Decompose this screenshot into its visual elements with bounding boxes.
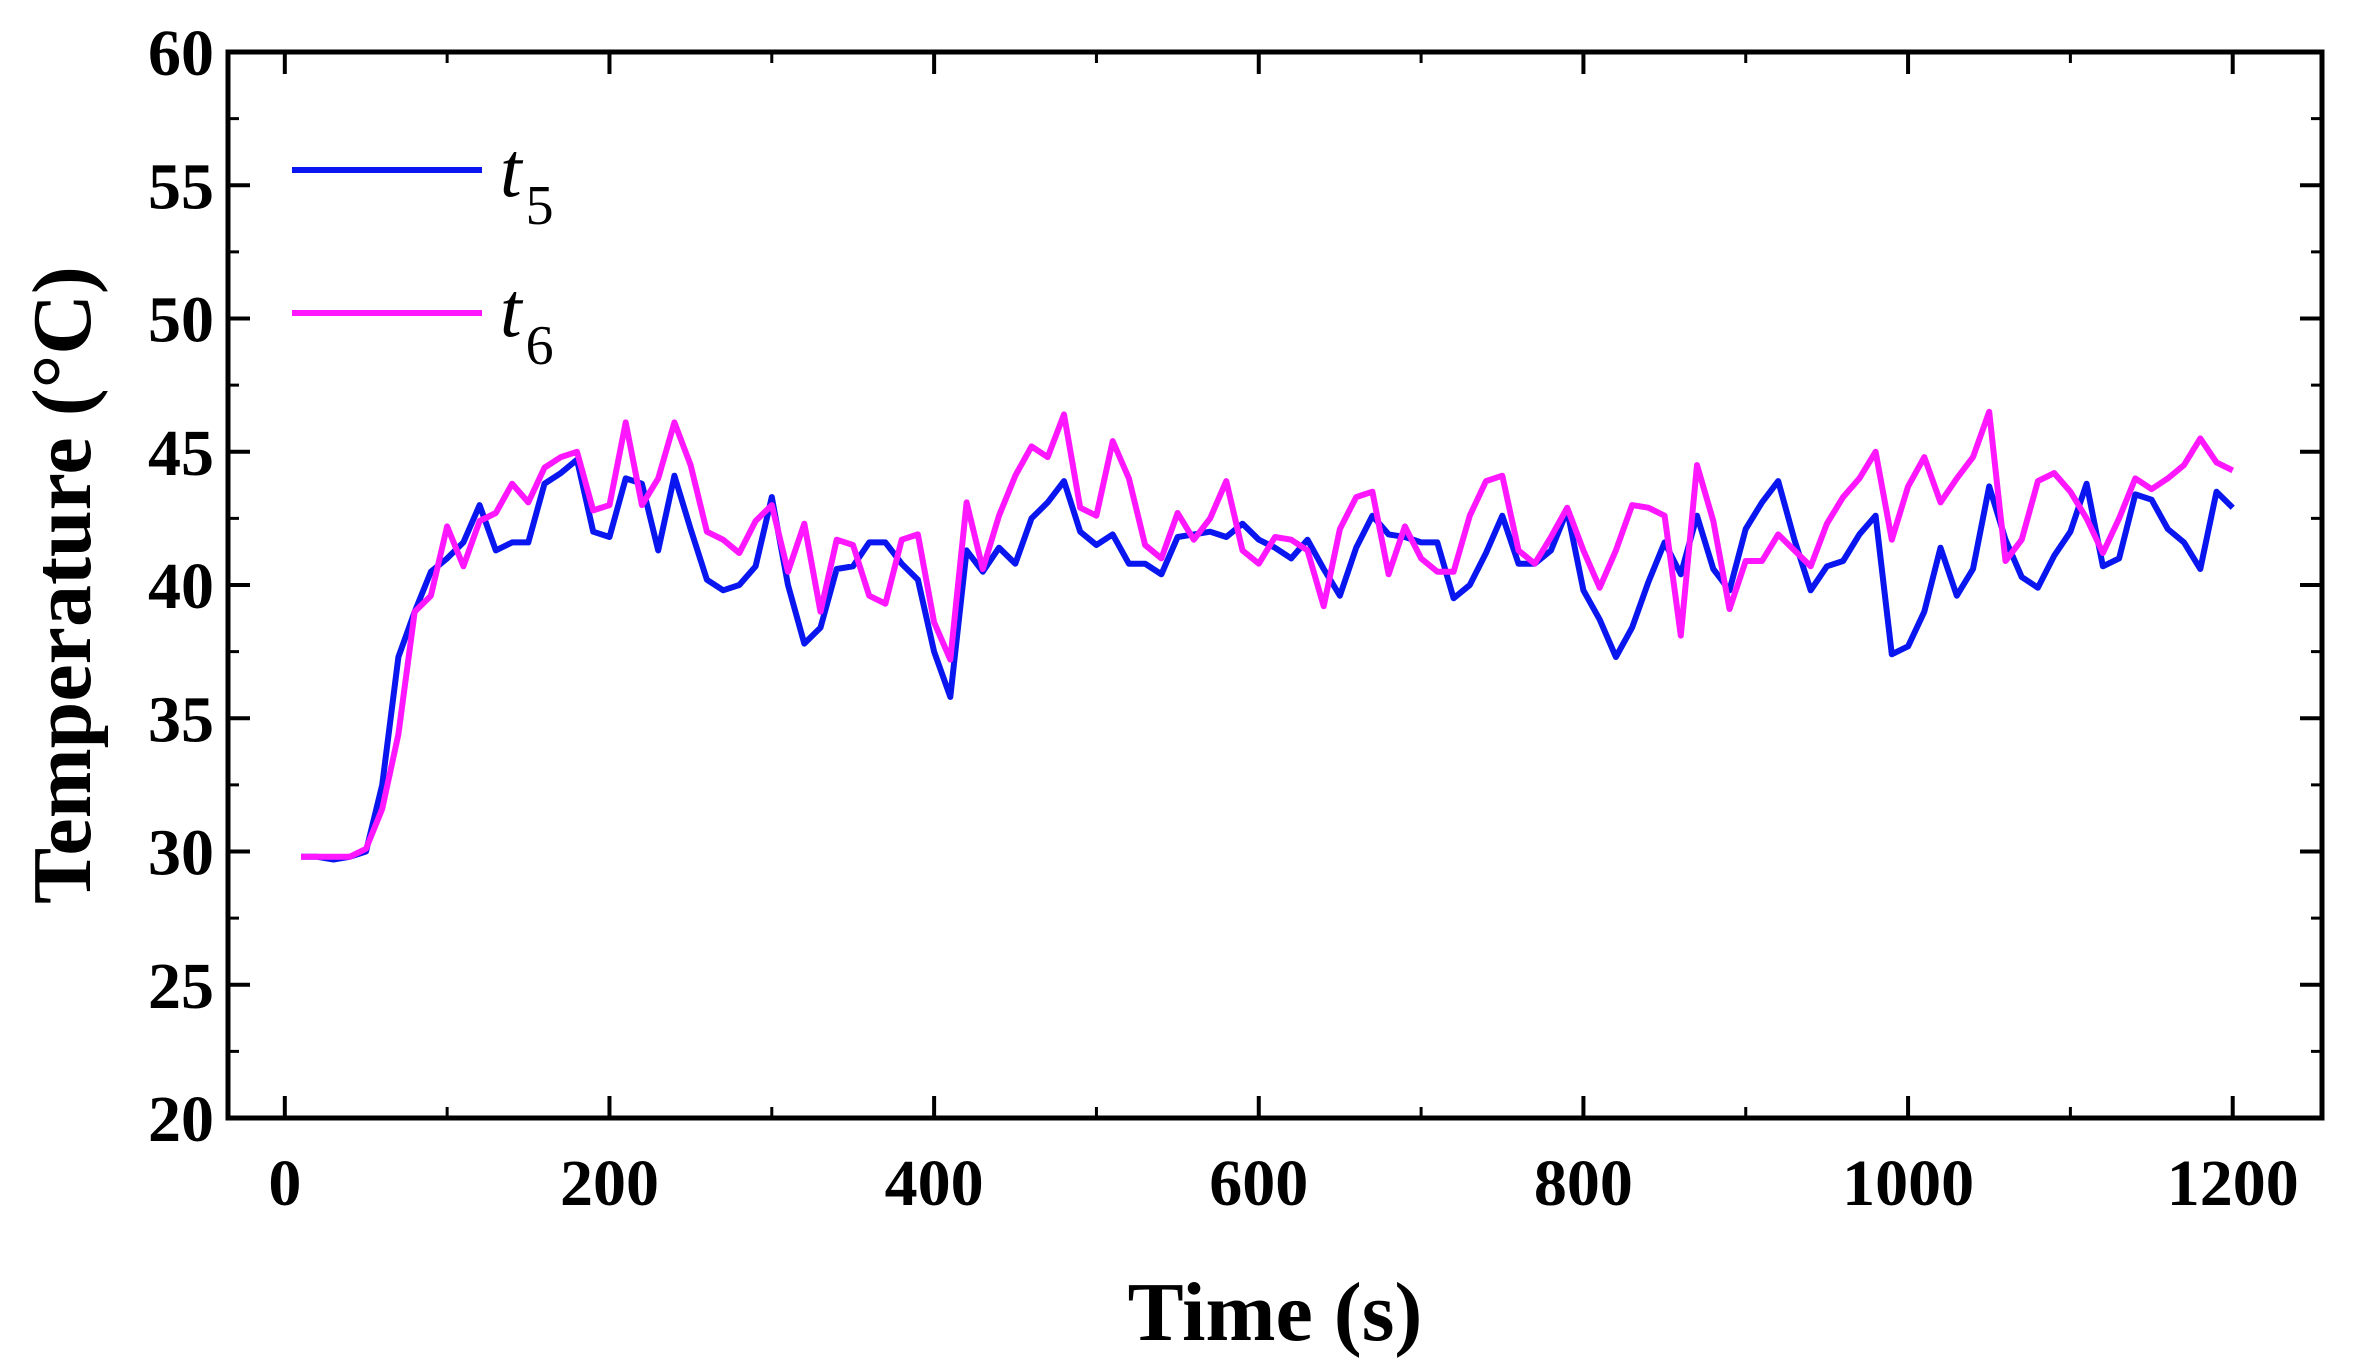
legend: t5 t6 [292, 126, 554, 377]
x-tick-label: 600 [1209, 1147, 1308, 1220]
y-tick-label: 30 [148, 817, 214, 890]
tick-labels-layer: 0 200 400 600 800 1000 1200 20 25 30 35 40 45 50 55 60 [148, 17, 2299, 1220]
y-tick-label: 60 [148, 17, 214, 90]
x-tick-label: 1200 [2167, 1147, 2299, 1220]
y-tick-label: 20 [148, 1083, 214, 1156]
series-layer [301, 408, 2235, 863]
legend-label-t6-sub: 6 [526, 315, 554, 377]
series-line-t6 [301, 408, 2235, 860]
y-tick-label: 45 [148, 417, 214, 490]
y-tick-label: 55 [148, 150, 214, 223]
legend-label-t5-main: t [500, 126, 524, 213]
x-axis-title: Time (s) [1128, 1266, 1423, 1359]
x-tick-label: 1000 [1842, 1147, 1974, 1220]
legend-label-t6: t6 [500, 266, 554, 377]
y-tick-label: 50 [148, 284, 214, 357]
series-line-t5 [301, 456, 2235, 863]
legend-label-t6-main: t [500, 266, 524, 353]
legend-label-t5: t5 [500, 126, 554, 237]
x-tick-label: 400 [885, 1147, 984, 1220]
y-tick-label: 40 [148, 550, 214, 623]
y-tick-label: 35 [148, 683, 214, 756]
x-tick-label: 0 [268, 1147, 301, 1220]
y-axis-title: Temperature (°C) [16, 266, 109, 904]
x-tick-label: 200 [560, 1147, 659, 1220]
legend-label-t5-sub: 5 [526, 175, 554, 237]
x-tick-label: 800 [1534, 1147, 1633, 1220]
ticks-layer [228, 50, 2322, 1120]
y-tick-label: 25 [148, 950, 214, 1023]
